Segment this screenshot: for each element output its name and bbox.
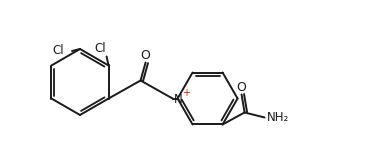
Text: +: + xyxy=(182,88,190,98)
Text: N: N xyxy=(174,93,183,106)
Text: Cl: Cl xyxy=(95,42,106,55)
Text: NH₂: NH₂ xyxy=(266,111,289,124)
Text: O: O xyxy=(237,81,247,94)
Text: O: O xyxy=(141,49,151,62)
Text: Cl: Cl xyxy=(52,45,64,57)
